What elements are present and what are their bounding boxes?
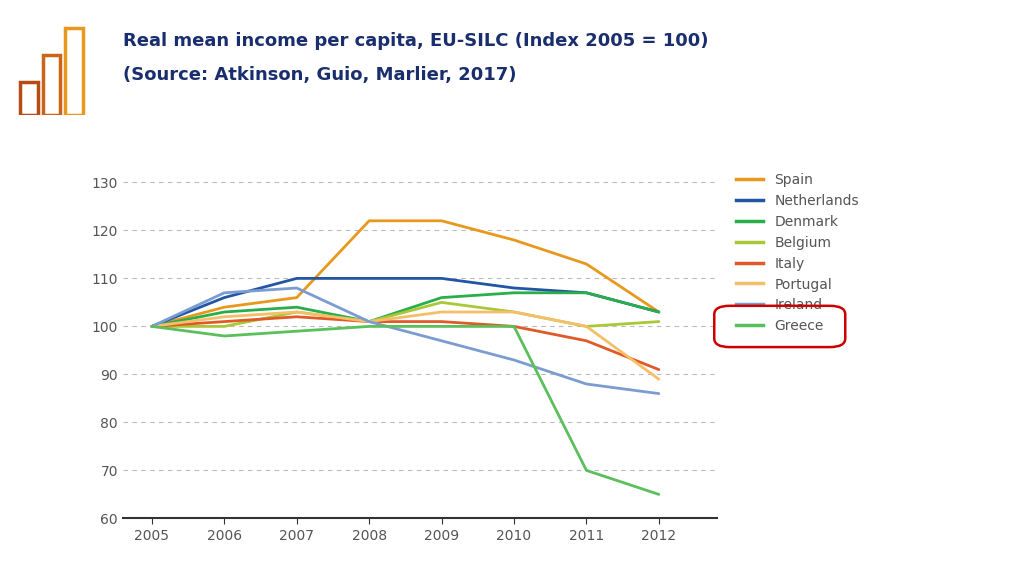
Bar bbox=[43, 55, 60, 115]
Bar bbox=[66, 28, 83, 115]
Bar bbox=[20, 82, 38, 115]
Text: (Source: Atkinson, Guio, Marlier, 2017): (Source: Atkinson, Guio, Marlier, 2017) bbox=[123, 66, 516, 84]
Legend: Spain, Netherlands, Denmark, Belgium, Italy, Portugal, Ireland, Greece: Spain, Netherlands, Denmark, Belgium, It… bbox=[735, 173, 859, 334]
Text: Real mean income per capita, EU-SILC (Index 2005 = 100): Real mean income per capita, EU-SILC (In… bbox=[123, 32, 709, 50]
